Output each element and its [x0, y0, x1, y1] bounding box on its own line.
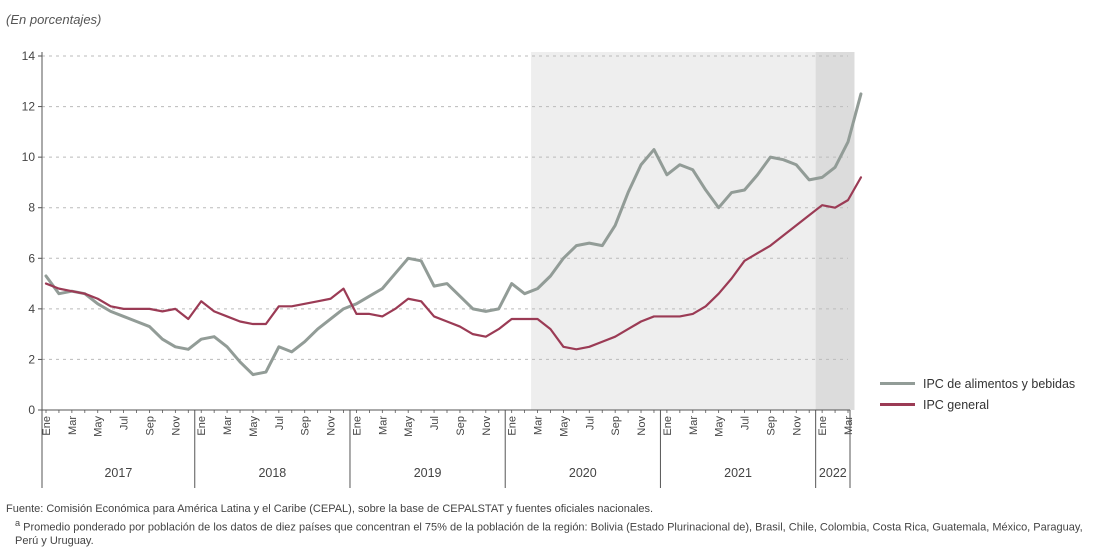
x-tick-label-2020-5: May [558, 416, 570, 437]
legend-label-food: IPC de alimentos y bebidas [923, 376, 1076, 391]
year-label-2020: 2020 [569, 466, 597, 480]
x-tick-label-2019-9: Sep [455, 416, 467, 436]
x-tick-label-2018-7: Jul [274, 416, 286, 430]
x-tick-label-2022-3: Mar [843, 416, 855, 435]
y-tick-label-8: 8 [28, 201, 35, 215]
legend-swatch-food [880, 382, 915, 385]
x-tick-label-2020-11: Nov [636, 416, 648, 436]
legend-label-general: IPC general [923, 397, 990, 412]
year-label-2021: 2021 [724, 466, 752, 480]
chart-notes: Fuente: Comisión Económica para América … [6, 503, 1106, 548]
x-tick-label-2018-9: Sep [300, 416, 312, 436]
line-chart: 0 2 4 6 8 10 12 14 Ene Mar May Jul Sep Nov Ene Mar May Ju… [22, 49, 863, 488]
x-tick-label-2018-1: Ene [196, 416, 208, 436]
x-tick-label-2017-1: Ene [41, 416, 53, 436]
shaded-period-2 [815, 52, 855, 410]
year-label-2018: 2018 [258, 466, 286, 480]
y-tick-label-0: 0 [28, 403, 35, 417]
x-tick-label-2017-5: May [93, 416, 105, 437]
x-tick-label-2017-7: Jul [119, 416, 131, 430]
x-tick-label-2018-11: Nov [326, 416, 338, 436]
series-line-general [44, 176, 863, 351]
x-tick-label-2021-9: Sep [765, 416, 777, 436]
footnote: a Promedio ponderado por población de lo… [6, 517, 1106, 549]
y-tick-label-12: 12 [22, 100, 36, 114]
x-tick-label-2017-11: Nov [170, 416, 182, 436]
y-tick-label-14: 14 [22, 49, 36, 63]
x-tick-label-2019-5: May [403, 416, 415, 437]
x-tick-label-2021-7: Jul [740, 416, 752, 430]
x-tick-label-2020-9: Sep [610, 416, 622, 436]
y-tick-label-4: 4 [28, 302, 35, 316]
x-tick-label-2021-5: May [714, 416, 726, 437]
x-tick-label-2020-7: Jul [584, 416, 596, 430]
x-tick-label-2019-3: Mar [377, 416, 389, 435]
y-tick-label-6: 6 [28, 251, 35, 265]
footnote-text: Promedio ponderado por población de los … [15, 521, 1083, 547]
series-line-food [44, 92, 863, 377]
x-tick-label-2022-1: Ene [817, 416, 829, 436]
shaded-period-1 [531, 52, 855, 410]
x-tick-label-2019-7: Jul [429, 416, 441, 430]
year-label-2019: 2019 [414, 466, 442, 480]
legend-item-general[interactable]: IPC general [880, 394, 1075, 415]
source-note: Fuente: Comisión Económica para América … [6, 503, 654, 515]
x-tick-label-2021-1: Ene [662, 416, 674, 436]
x-tick-label-2020-3: Mar [533, 416, 545, 435]
year-label-2017: 2017 [104, 466, 132, 480]
legend-item-food[interactable]: IPC de alimentos y bebidas [880, 373, 1075, 394]
x-tick-label-2019-1: Ene [351, 416, 363, 436]
x-tick-label-2018-3: Mar [222, 416, 234, 435]
legend-swatch-general [880, 403, 915, 406]
x-tick-label-2020-1: Ene [507, 416, 519, 436]
x-tick-label-2019-11: Nov [481, 416, 493, 436]
y-tick-label-2: 2 [28, 352, 35, 366]
x-tick-label-2021-3: Mar [688, 416, 700, 435]
x-tick-label-2017-3: Mar [67, 416, 79, 435]
y-tick-label-10: 10 [22, 150, 36, 164]
x-tick-label-2018-5: May [248, 416, 260, 437]
chart-legend: IPC de alimentos y bebidas IPC general [880, 373, 1075, 415]
year-label-2022: 2022 [819, 466, 847, 480]
x-tick-label-2021-11: Nov [791, 416, 803, 436]
chart-subtitle: (En porcentajes) [6, 12, 102, 27]
x-tick-label-2017-9: Sep [144, 416, 156, 436]
footnote-marker: a [15, 517, 21, 528]
